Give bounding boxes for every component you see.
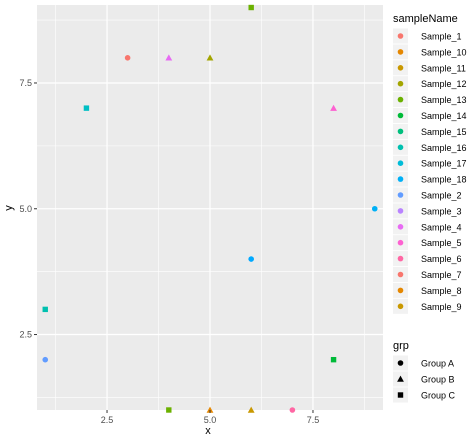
legend-key-dot: [397, 160, 404, 166]
color-legend-label: Sample_13: [421, 95, 467, 105]
shape-legend-label: Group C: [421, 391, 456, 401]
x-tick-label: 5.0: [204, 415, 217, 425]
legend-key-dot: [397, 96, 404, 103]
x-axis: 2.5 5.0 7.5: [101, 410, 319, 425]
color-legend-label: Sample_10: [421, 47, 467, 57]
color-legend-title: sampleName: [393, 13, 458, 25]
x-tick-label: 7.5: [307, 415, 320, 425]
y-tick-label: 7.5: [19, 78, 32, 88]
color-legend-label: Sample_17: [421, 159, 467, 169]
color-legend-label: Sample_1: [421, 32, 462, 42]
color-legend-label: Sample_4: [421, 222, 462, 232]
legend-key-dot: [397, 128, 404, 135]
data-point: [206, 406, 214, 413]
legend-key-dot: [397, 176, 404, 182]
shape-legend-title: grp: [393, 340, 409, 352]
data-point: [165, 54, 173, 61]
legend-key-dot: [397, 208, 404, 214]
data-point: [124, 55, 131, 61]
color-legend-label: Sample_18: [421, 175, 467, 185]
color-legend-label: Sample_9: [421, 302, 462, 312]
color-legend-label: Sample_11: [421, 63, 466, 73]
shape-legend: grp Group A Group B Group C: [393, 340, 456, 403]
x-tick-label: 2.5: [101, 415, 114, 425]
legend-key-dot: [397, 49, 404, 55]
legend-key-dot: [397, 65, 404, 71]
data-point: [83, 105, 90, 111]
data-point: [371, 205, 378, 212]
color-legend-label: Sample_7: [421, 270, 462, 280]
legend-key-dot: [397, 255, 404, 262]
color-legend: sampleName Sample_1 Sample_10 Sample_11 Samp…: [393, 13, 467, 314]
data-point: [289, 407, 296, 413]
color-legend-label: Sample_12: [421, 79, 467, 89]
data-point: [330, 104, 337, 111]
color-legend-label: Sample_8: [421, 286, 462, 296]
legend-key-dot: [397, 80, 404, 87]
data-point: [166, 407, 172, 413]
data-point: [42, 306, 48, 313]
y-tick-label: 2.5: [19, 330, 32, 340]
data-point: [206, 54, 214, 61]
legend-key-shape: [397, 375, 404, 382]
shape-legend-label: Group A: [421, 359, 454, 369]
legend-key-dot: [397, 144, 404, 151]
legend-key-shape: [397, 392, 404, 398]
x-axis-label: x: [205, 425, 211, 437]
legend-key-shape: [397, 360, 404, 366]
y-axis-label: y: [3, 205, 15, 211]
data-point: [330, 356, 337, 363]
data-point: [42, 356, 49, 363]
color-legend-label: Sample_14: [421, 111, 467, 121]
data-point: [247, 406, 255, 413]
legend-key-dot: [397, 192, 404, 198]
data-point: [248, 256, 254, 262]
color-legend-label: Sample_6: [421, 254, 462, 264]
major-gridlines: [37, 5, 383, 410]
legend-key-dot: [397, 33, 404, 39]
color-legend-label: Sample_16: [421, 143, 467, 153]
data-points: [42, 4, 378, 413]
color-legend-label: Sample_3: [421, 206, 462, 216]
y-axis: 2.5 5.0 7.5: [19, 78, 37, 340]
color-legend-label: Sample_15: [421, 127, 467, 137]
y-tick-label: 5.0: [19, 204, 32, 214]
color-legend-label: Sample_5: [421, 238, 462, 248]
legend-key-dot: [397, 303, 404, 310]
legend-key-dot: [397, 287, 404, 294]
color-legend-label: Sample_2: [421, 191, 462, 201]
shape-legend-label: Group B: [421, 375, 455, 385]
legend-key-dot: [397, 239, 404, 246]
legend-key-dot: [397, 112, 404, 119]
legend-key-dot: [397, 224, 404, 230]
legend-key-dot: [397, 271, 404, 278]
data-point: [248, 4, 254, 11]
